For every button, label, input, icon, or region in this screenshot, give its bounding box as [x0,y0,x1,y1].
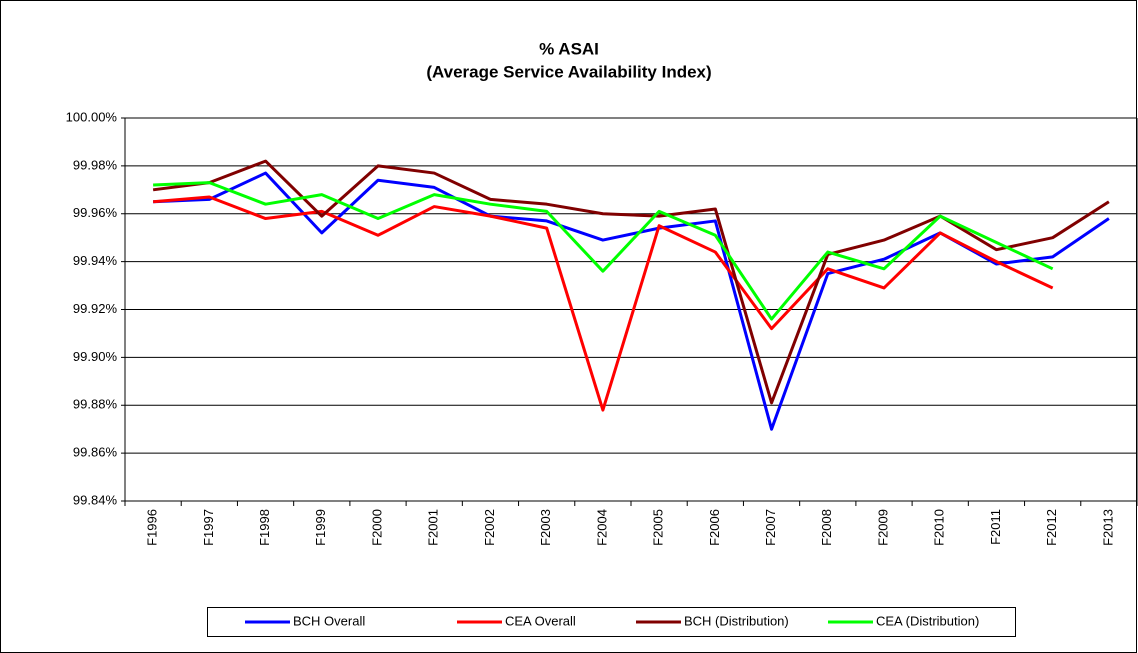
x-tick-label: F2004 [594,509,609,546]
y-tick-label: 99.88% [73,397,118,412]
series-line [152,195,1054,412]
chart-subtitle: (Average Service Availability Index) [426,62,711,81]
x-tick-label: F2006 [707,509,722,546]
y-tick-label: 99.94% [73,253,118,268]
y-tick-label: 99.86% [73,445,118,460]
x-tick-label: F1998 [257,509,272,546]
x-tick-label: F2011 [988,509,1003,545]
x-tick-label: F2010 [932,509,947,546]
x-tick-label: F1999 [313,509,328,546]
chart-title: % ASAI [539,39,599,58]
legend-box [207,607,1016,637]
legend-label: BCH Overall [293,613,365,628]
x-tick-label: F2013 [1100,509,1115,546]
y-tick-label: 99.84% [73,492,118,507]
x-tick-label: F2007 [763,509,778,546]
x-tick-label: F2000 [369,509,384,546]
x-tick-label: F2001 [426,509,441,546]
y-tick-label: 99.96% [73,205,118,220]
legend-label: CEA (Distribution) [876,613,979,628]
x-tick-label: F1996 [145,509,160,546]
x-tick-label: F2008 [819,509,834,546]
x-tick-label: F2009 [875,509,890,546]
x-tick-label: F2012 [1044,509,1059,546]
x-tick-label: F2005 [651,509,666,546]
y-tick-label: 99.92% [73,301,118,316]
legend-label: BCH (Distribution) [684,613,789,628]
series-line [153,181,1054,321]
y-tick-label: 100.00% [66,109,118,124]
y-tick-label: 99.90% [73,349,118,364]
x-tick-label: F2003 [538,509,553,546]
x-tick-label: F2002 [482,509,497,546]
x-tick-label: F1997 [201,509,216,546]
legend-label: CEA Overall [505,613,576,628]
y-tick-label: 99.98% [73,157,118,172]
